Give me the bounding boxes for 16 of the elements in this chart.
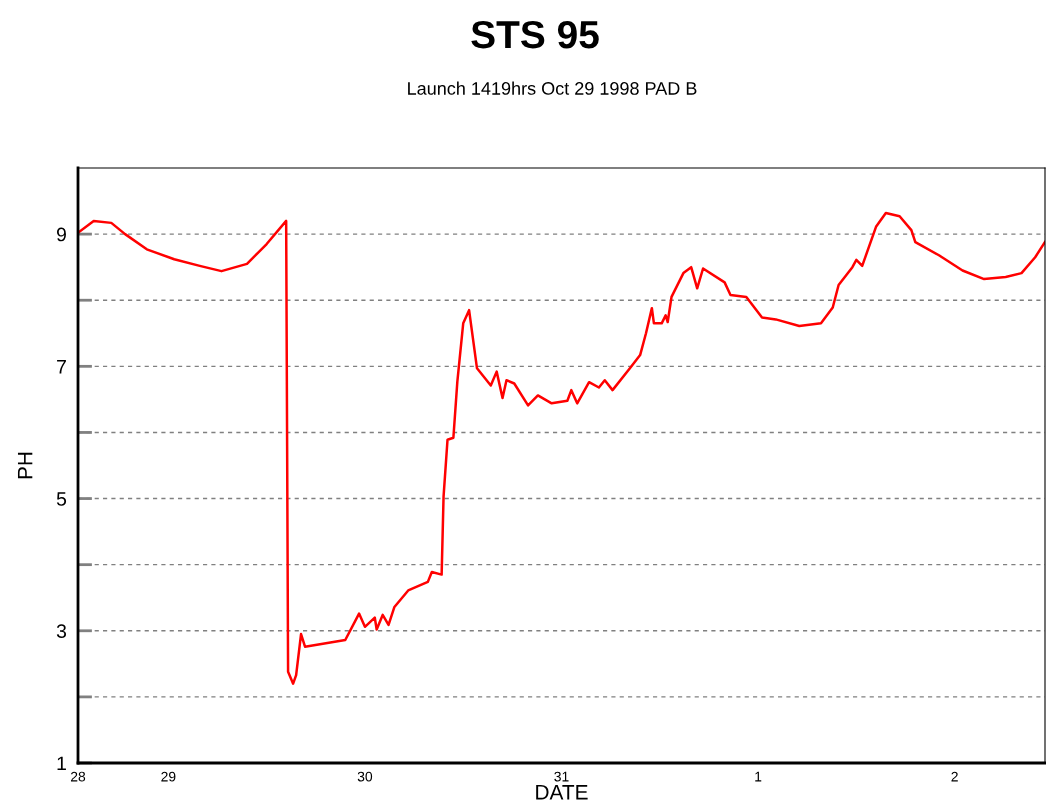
y-tick-label: 1	[57, 756, 66, 771]
x-tick-label: 30	[357, 771, 373, 782]
line-series	[78, 211, 1045, 685]
x-tick-label: 31	[554, 771, 569, 782]
x-tick-label: 28	[70, 771, 86, 782]
x-axis-title: DATE	[536, 785, 588, 800]
y-axis-title: PH	[17, 452, 33, 479]
y-tick-label: 5	[56, 492, 67, 506]
x-tick-label: 2	[951, 771, 958, 782]
y-tick-label: 3	[56, 624, 67, 639]
x-tick-label: 1	[755, 771, 762, 782]
y-tick-label: 7	[57, 360, 66, 374]
chart-subtitle: Launch 1419hrs Oct 29 1998 PAD B	[408, 81, 697, 95]
x-tick-label: 29	[161, 771, 176, 782]
chart-title: STS 95	[471, 20, 599, 49]
y-tick-label: 9	[56, 227, 66, 242]
